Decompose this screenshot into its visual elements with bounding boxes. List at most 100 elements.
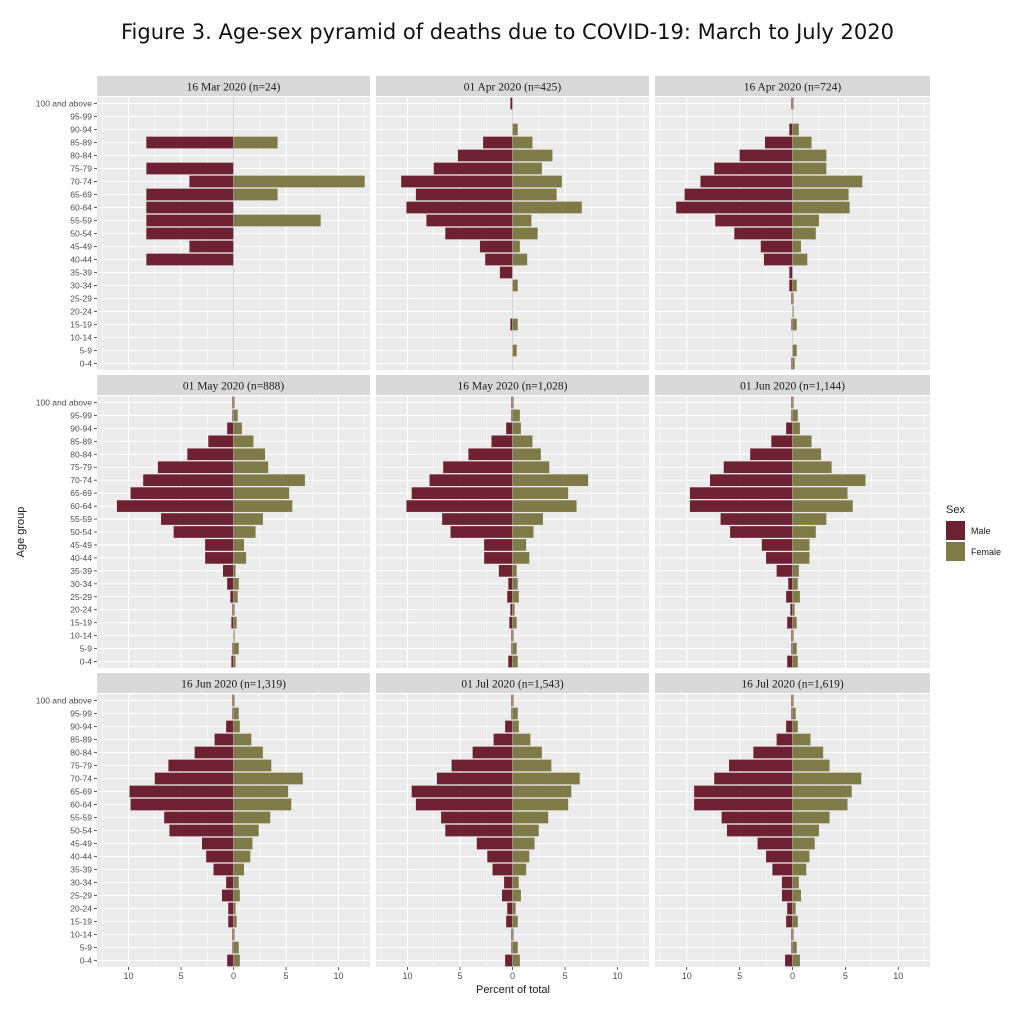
y-tick-label: 40-44 bbox=[70, 255, 92, 265]
male-bar bbox=[511, 409, 513, 422]
female-bar bbox=[512, 136, 533, 149]
male-bar bbox=[791, 941, 793, 954]
male-bar bbox=[487, 850, 513, 863]
facet-strip bbox=[655, 375, 930, 395]
y-tick-label: 85-89 bbox=[70, 436, 92, 446]
male-bar bbox=[511, 707, 513, 720]
male-bar bbox=[426, 214, 513, 227]
female-bar bbox=[792, 474, 866, 487]
male-bar bbox=[445, 227, 513, 240]
female-bar bbox=[512, 629, 514, 642]
female-bar bbox=[792, 279, 797, 292]
female-bar bbox=[233, 746, 263, 759]
facet-panel: 01 Apr 2020 (n=425) bbox=[376, 76, 649, 370]
male-bar bbox=[791, 409, 793, 422]
male-bar bbox=[161, 513, 234, 525]
male-bar bbox=[493, 733, 513, 746]
male-bar bbox=[676, 201, 793, 214]
male-bar bbox=[750, 448, 793, 461]
male-bar bbox=[789, 123, 793, 136]
male-bar bbox=[723, 461, 793, 474]
y-tick-label: 100 and above bbox=[36, 696, 93, 706]
female-bar bbox=[512, 811, 549, 824]
female-bar bbox=[512, 552, 530, 564]
female-bar bbox=[792, 889, 801, 902]
y-axis-title: Age group bbox=[15, 507, 27, 558]
female-bar bbox=[512, 396, 514, 409]
female-bar bbox=[233, 733, 252, 746]
male-bar bbox=[505, 954, 513, 967]
male-bar bbox=[146, 227, 234, 240]
female-bar bbox=[512, 785, 572, 798]
y-tick-label: 40-44 bbox=[70, 553, 92, 563]
female-bar bbox=[512, 642, 517, 655]
facet-panel: 16 May 2020 (n=1,028) bbox=[376, 375, 649, 668]
male-bar bbox=[791, 357, 793, 370]
male-bar bbox=[791, 97, 793, 110]
male-bar bbox=[146, 214, 234, 227]
y-tick-label: 5-9 bbox=[80, 644, 93, 654]
female-bar bbox=[792, 123, 799, 136]
male-bar bbox=[450, 526, 513, 538]
male-bar bbox=[227, 577, 234, 590]
female-bar bbox=[233, 954, 240, 967]
y-tick-label: 50-54 bbox=[70, 826, 92, 836]
male-bar bbox=[146, 253, 234, 266]
female-bar bbox=[233, 785, 289, 798]
female-bar bbox=[512, 928, 514, 941]
y-tick-label: 10-14 bbox=[70, 631, 92, 641]
y-tick-label: 10-14 bbox=[70, 930, 92, 940]
facet-strip-label: 01 Jul 2020 (n=1,543) bbox=[461, 679, 563, 691]
y-tick-label: 50-54 bbox=[70, 229, 92, 239]
y-tick-label: 50-54 bbox=[70, 527, 92, 537]
female-bar bbox=[792, 305, 794, 318]
x-tick-label: 0 bbox=[790, 971, 795, 981]
female-bar bbox=[792, 357, 795, 370]
female-bar bbox=[233, 941, 239, 954]
female-bar bbox=[233, 629, 235, 642]
male-bar bbox=[791, 707, 793, 720]
male-bar bbox=[766, 552, 793, 564]
female-bar bbox=[512, 279, 518, 292]
male-bar bbox=[415, 188, 513, 201]
female-bar bbox=[512, 227, 538, 240]
female-bar bbox=[792, 448, 822, 461]
female-bar bbox=[233, 642, 239, 655]
female-bar bbox=[512, 733, 531, 746]
female-bar bbox=[233, 539, 244, 551]
female-bar bbox=[233, 694, 235, 707]
x-tick-label: 10 bbox=[612, 971, 622, 981]
y-tick-label: 5-9 bbox=[80, 943, 93, 953]
male-bar bbox=[511, 941, 513, 954]
female-bar bbox=[792, 811, 830, 824]
female-bar bbox=[792, 292, 794, 305]
female-bar bbox=[792, 227, 816, 240]
female-bar bbox=[792, 915, 798, 928]
male-bar bbox=[429, 474, 513, 487]
male-bar bbox=[787, 902, 793, 915]
facet-strip bbox=[655, 76, 930, 96]
x-tick-label: 5 bbox=[457, 971, 462, 981]
y-tick-label: 15-19 bbox=[70, 917, 92, 927]
male-bar bbox=[484, 552, 513, 564]
y-tick-label: 30-34 bbox=[70, 281, 92, 291]
male-bar bbox=[232, 603, 234, 616]
male-bar bbox=[789, 266, 793, 279]
female-bar bbox=[512, 539, 527, 551]
male-bar bbox=[502, 889, 513, 902]
male-bar bbox=[726, 824, 793, 837]
male-bar bbox=[786, 720, 793, 733]
female-bar bbox=[792, 954, 800, 967]
female-bar bbox=[792, 253, 808, 266]
male-bar bbox=[730, 526, 793, 538]
x-tick-label: 10 bbox=[682, 971, 692, 981]
male-bar bbox=[129, 785, 234, 798]
legend-title: Sex bbox=[946, 504, 965, 516]
y-tick-label: 35-39 bbox=[70, 865, 92, 875]
male-bar bbox=[791, 396, 793, 409]
y-tick-label: 75-79 bbox=[70, 761, 92, 771]
y-tick-label: 70-74 bbox=[70, 774, 92, 784]
female-bar bbox=[512, 162, 542, 175]
male-bar bbox=[483, 136, 513, 149]
